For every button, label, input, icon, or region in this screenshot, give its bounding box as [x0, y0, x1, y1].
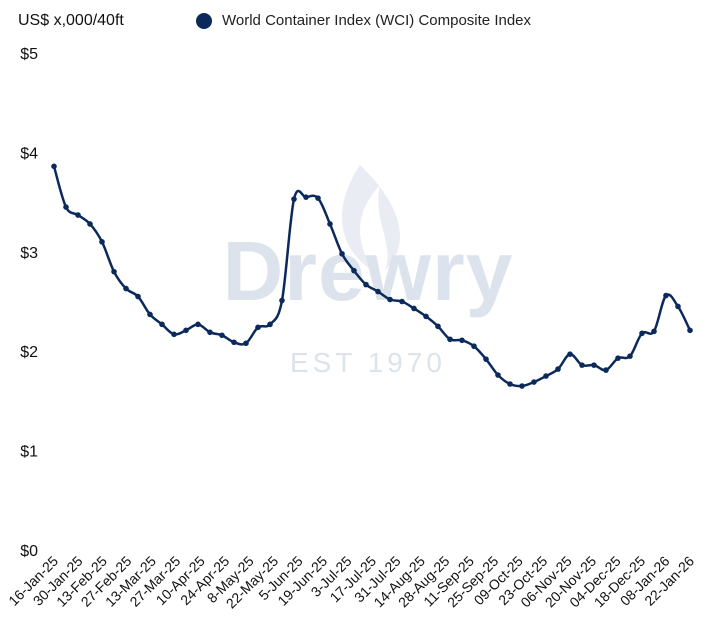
- legend-marker: [196, 12, 212, 29]
- data-point: [147, 311, 153, 318]
- data-point: [519, 383, 525, 389]
- y-tick-label: $0: [20, 543, 38, 560]
- data-point: [339, 250, 345, 257]
- data-point: [399, 298, 405, 305]
- data-point: [411, 305, 417, 312]
- data-point: [351, 267, 357, 274]
- x-axis: 16-Jan-2530-Jan-2513-Feb-2527-Feb-2513-M…: [5, 553, 697, 612]
- data-point: [207, 329, 213, 336]
- watermark-brand: Drewry: [223, 224, 514, 318]
- data-point: [183, 327, 189, 334]
- data-point: [663, 292, 669, 299]
- data-point: [243, 340, 249, 347]
- data-point: [387, 296, 393, 303]
- y-axis-unit-label: US$ x,000/40ft: [18, 12, 124, 29]
- data-point: [303, 194, 309, 200]
- data-point: [627, 353, 633, 359]
- data-point: [651, 328, 657, 335]
- data-point: [471, 343, 477, 350]
- data-point: [279, 297, 285, 304]
- data-point: [375, 288, 381, 295]
- data-point: [63, 204, 69, 210]
- data-point: [447, 336, 453, 343]
- data-point: [507, 381, 513, 387]
- data-point: [111, 268, 117, 275]
- y-tick-label: $2: [20, 344, 38, 361]
- data-point: [219, 332, 225, 339]
- data-point: [435, 323, 441, 330]
- data-point: [75, 212, 81, 218]
- data-point: [171, 331, 177, 338]
- data-point: [579, 362, 585, 368]
- data-point: [99, 239, 105, 245]
- watermark-flame: [342, 165, 401, 270]
- data-point: [291, 196, 297, 202]
- data-point: [483, 356, 489, 362]
- y-tick-label: $4: [20, 145, 38, 162]
- data-point: [591, 362, 597, 368]
- data-point: [639, 330, 645, 337]
- data-point: [51, 163, 57, 170]
- series-layer: [51, 163, 693, 389]
- data-point: [495, 372, 501, 378]
- watermark-logo: Drewry EST 1970: [223, 165, 514, 378]
- data-point: [423, 313, 429, 320]
- data-point: [123, 285, 129, 292]
- y-tick-label: $1: [20, 444, 38, 461]
- y-axis: $0 $1 $2 $3 $4 $5: [20, 46, 38, 560]
- data-point: [267, 321, 273, 328]
- data-point: [615, 355, 621, 361]
- legend-label: World Container Index (WCI) Composite In…: [222, 12, 532, 29]
- data-point: [675, 303, 681, 310]
- watermark-est: EST 1970: [290, 347, 446, 378]
- data-point: [135, 293, 141, 300]
- data-point: [87, 221, 93, 227]
- data-point: [459, 337, 465, 344]
- data-point: [231, 339, 237, 346]
- data-point: [687, 327, 693, 334]
- data-point: [603, 367, 609, 373]
- data-point: [555, 366, 561, 372]
- data-point: [567, 351, 573, 357]
- y-tick-label: $5: [20, 46, 38, 63]
- data-point: [543, 373, 549, 379]
- legend: World Container Index (WCI) Composite In…: [196, 12, 531, 29]
- data-point: [327, 221, 333, 227]
- data-point: [255, 324, 261, 331]
- data-point: [363, 281, 369, 288]
- y-tick-label: $3: [20, 245, 38, 262]
- data-point: [315, 195, 321, 201]
- data-point: [531, 379, 537, 385]
- data-point: [195, 321, 201, 328]
- data-point: [159, 321, 165, 328]
